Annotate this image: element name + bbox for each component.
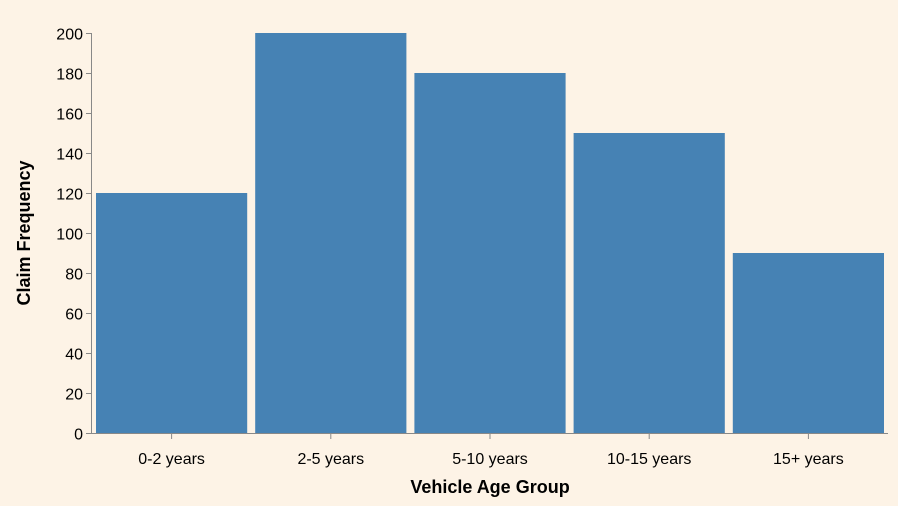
y-axis-ticks: 0 20 40 60 80 100 120 140 160 180 200 bbox=[56, 27, 92, 444]
y-tick-label: 180 bbox=[56, 67, 83, 84]
bar-2-5-years bbox=[255, 33, 407, 433]
y-tick-label: 60 bbox=[65, 307, 83, 324]
x-tick-label: 2-5 years bbox=[297, 451, 364, 468]
x-tick-label: 15+ years bbox=[773, 451, 844, 468]
x-axis-title: Vehicle Age Group bbox=[410, 477, 569, 497]
y-tick-label: 80 bbox=[65, 267, 83, 284]
bars-group bbox=[96, 33, 884, 433]
y-tick-label: 100 bbox=[56, 227, 83, 244]
y-tick-label: 160 bbox=[56, 107, 83, 124]
bar-15-years bbox=[732, 253, 884, 433]
x-tick-label: 0-2 years bbox=[138, 451, 205, 468]
y-tick-label: 40 bbox=[65, 347, 83, 364]
y-tick-label: 20 bbox=[65, 387, 83, 404]
y-axis-title: Claim Frequency bbox=[14, 160, 34, 305]
y-tick-label: 200 bbox=[56, 27, 83, 44]
bar-5-10-years bbox=[414, 73, 566, 433]
y-tick-label: 0 bbox=[74, 427, 83, 444]
x-tick-label: 10-15 years bbox=[607, 451, 692, 468]
bar-10-15-years bbox=[573, 133, 725, 433]
x-tick-label: 5-10 years bbox=[452, 451, 528, 468]
bar-0-2-years bbox=[96, 193, 248, 433]
y-tick-label: 140 bbox=[56, 147, 83, 164]
y-tick-label: 120 bbox=[56, 187, 83, 204]
x-axis-ticks: 0-2 years 2-5 years 5-10 years 10-15 years 1… bbox=[138, 433, 844, 468]
